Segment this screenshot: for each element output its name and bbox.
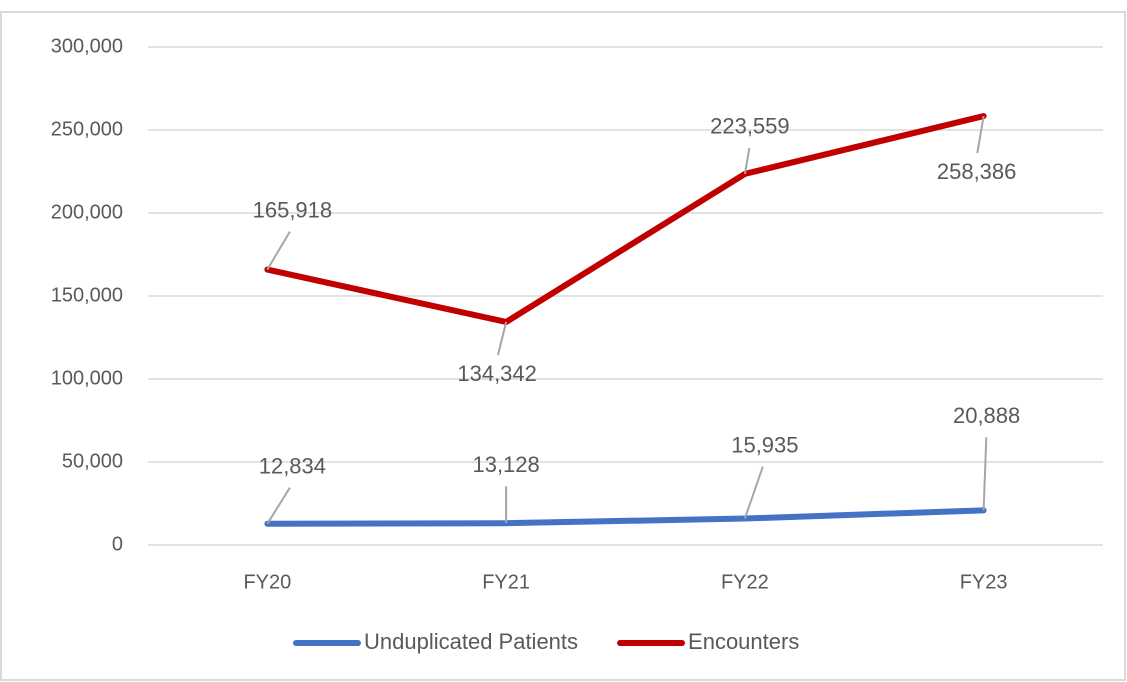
- x-tick-label: FY22: [721, 571, 769, 593]
- legend-label: Unduplicated Patients: [364, 629, 578, 654]
- leader-line: [743, 147, 751, 175]
- chart-frame: [0, 11, 1126, 681]
- leader-line: [743, 466, 764, 519]
- data-label: 20,888: [953, 403, 1020, 428]
- x-tick-label: FY23: [960, 571, 1008, 593]
- legend-label: Encounters: [688, 629, 799, 654]
- data-label: 15,935: [731, 432, 798, 457]
- data-label: 223,559: [710, 114, 790, 139]
- y-tick-label: 100,000: [51, 367, 123, 389]
- leader-line: [982, 437, 988, 511]
- data-label: 165,918: [253, 197, 333, 222]
- x-tick-label: FY20: [243, 571, 291, 593]
- leader-line: [266, 231, 291, 271]
- line-series: [264, 507, 987, 527]
- y-tick-label: 0: [112, 533, 123, 555]
- y-tick-label: 300,000: [51, 35, 123, 57]
- y-tick-label: 50,000: [62, 450, 123, 472]
- leader-line: [266, 487, 291, 525]
- data-label: 134,342: [457, 361, 537, 386]
- data-label: 12,834: [259, 454, 326, 479]
- leader-line: [976, 115, 985, 154]
- data-label: 258,386: [937, 159, 1017, 184]
- y-tick-label: 250,000: [51, 118, 123, 140]
- y-tick-label: 150,000: [51, 284, 123, 306]
- y-tick-label: 200,000: [51, 201, 123, 223]
- data-label: 13,128: [472, 452, 539, 477]
- leader-line: [497, 321, 508, 356]
- line-series: [264, 113, 987, 325]
- x-tick-label: FY21: [482, 571, 530, 593]
